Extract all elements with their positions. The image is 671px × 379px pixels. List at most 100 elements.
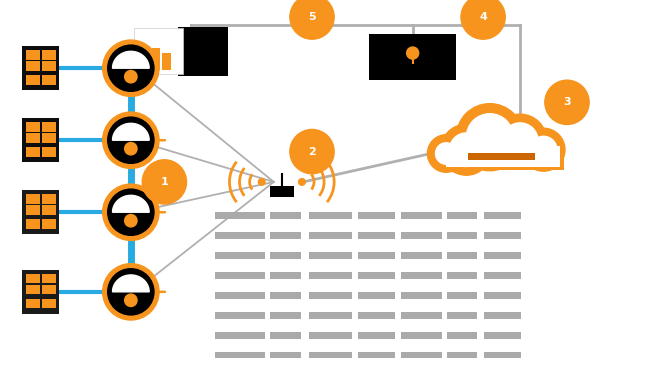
Bar xyxy=(447,232,477,239)
Bar xyxy=(26,122,40,132)
Bar xyxy=(270,252,301,259)
Bar xyxy=(447,272,477,279)
Bar xyxy=(21,118,58,162)
Bar xyxy=(447,332,477,338)
Polygon shape xyxy=(113,51,149,68)
Text: 1: 1 xyxy=(160,177,168,187)
Bar xyxy=(369,34,456,80)
Bar xyxy=(270,312,301,319)
Bar xyxy=(484,312,521,319)
Bar xyxy=(26,61,40,71)
Ellipse shape xyxy=(125,143,137,155)
Bar xyxy=(215,212,265,219)
Bar xyxy=(309,272,352,279)
Ellipse shape xyxy=(456,103,523,171)
Text: 2: 2 xyxy=(308,147,316,157)
Bar xyxy=(358,272,395,279)
Text: 5: 5 xyxy=(308,12,316,22)
Bar xyxy=(42,147,56,157)
Bar xyxy=(358,232,395,239)
Ellipse shape xyxy=(441,124,492,175)
Bar xyxy=(42,61,56,71)
Ellipse shape xyxy=(142,160,187,204)
Ellipse shape xyxy=(502,123,538,159)
Ellipse shape xyxy=(125,70,137,83)
Ellipse shape xyxy=(125,294,137,307)
Ellipse shape xyxy=(450,133,483,166)
Bar xyxy=(358,292,395,299)
Bar xyxy=(26,133,40,143)
Ellipse shape xyxy=(103,112,159,168)
Bar xyxy=(215,332,265,338)
Bar xyxy=(484,292,521,299)
Bar xyxy=(270,332,301,338)
Bar xyxy=(447,352,477,359)
Bar xyxy=(162,53,171,70)
Bar xyxy=(309,332,352,338)
Ellipse shape xyxy=(290,0,334,39)
Bar xyxy=(134,28,183,74)
Ellipse shape xyxy=(108,269,154,315)
Bar xyxy=(484,212,521,219)
Bar xyxy=(401,252,442,259)
Bar xyxy=(309,292,352,299)
Bar xyxy=(358,212,395,219)
Bar xyxy=(42,50,56,60)
Ellipse shape xyxy=(125,215,137,227)
Bar xyxy=(309,312,352,319)
Ellipse shape xyxy=(427,135,465,172)
Bar xyxy=(358,312,395,319)
Bar xyxy=(42,205,56,215)
Bar xyxy=(26,299,40,309)
Bar xyxy=(447,252,477,259)
Bar xyxy=(152,48,160,70)
Bar xyxy=(26,205,40,215)
Polygon shape xyxy=(113,123,149,140)
Bar xyxy=(309,232,352,239)
Ellipse shape xyxy=(299,179,305,185)
Ellipse shape xyxy=(545,80,589,124)
Bar xyxy=(42,75,56,85)
Bar xyxy=(401,332,442,338)
Bar xyxy=(447,312,477,319)
Bar xyxy=(358,352,395,359)
Bar xyxy=(215,312,265,319)
Bar xyxy=(26,219,40,229)
Bar xyxy=(447,212,477,219)
Bar xyxy=(215,272,265,279)
Bar xyxy=(42,122,56,132)
Bar xyxy=(443,147,564,170)
Bar xyxy=(484,272,521,279)
Bar xyxy=(26,285,40,294)
Bar xyxy=(141,57,150,70)
Bar xyxy=(401,212,442,219)
Ellipse shape xyxy=(530,136,557,163)
Bar xyxy=(215,292,265,299)
Bar xyxy=(215,252,265,259)
Bar xyxy=(484,252,521,259)
Text: 4: 4 xyxy=(479,12,487,22)
Bar xyxy=(215,352,265,359)
Bar xyxy=(21,270,58,314)
Bar xyxy=(401,272,442,279)
Ellipse shape xyxy=(108,189,154,235)
Ellipse shape xyxy=(461,0,505,39)
Bar xyxy=(26,274,40,283)
Bar xyxy=(21,190,58,234)
Bar xyxy=(21,47,58,90)
Ellipse shape xyxy=(103,264,159,320)
Ellipse shape xyxy=(466,114,513,161)
Ellipse shape xyxy=(407,47,419,59)
Ellipse shape xyxy=(103,184,159,240)
Bar xyxy=(42,133,56,143)
Bar xyxy=(26,147,40,157)
Bar xyxy=(309,252,352,259)
Ellipse shape xyxy=(258,179,265,185)
Ellipse shape xyxy=(103,40,159,96)
Bar xyxy=(484,352,521,359)
Bar xyxy=(484,332,521,338)
Ellipse shape xyxy=(108,45,154,91)
Bar xyxy=(270,232,301,239)
Bar xyxy=(484,232,521,239)
Bar xyxy=(447,292,477,299)
